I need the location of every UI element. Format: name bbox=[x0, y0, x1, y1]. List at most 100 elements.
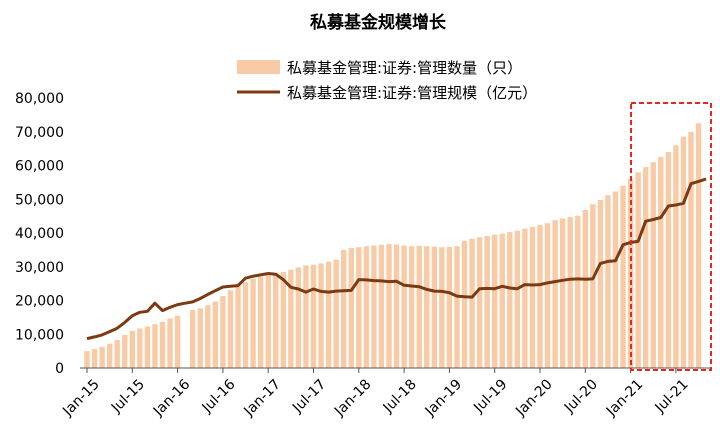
bar bbox=[612, 191, 619, 368]
bar bbox=[643, 167, 649, 368]
highlight-box bbox=[630, 102, 712, 371]
bar bbox=[424, 246, 430, 368]
bar bbox=[159, 321, 166, 368]
bar bbox=[605, 195, 611, 368]
bar bbox=[106, 343, 113, 368]
bar bbox=[522, 228, 528, 368]
bar bbox=[492, 234, 498, 368]
bar bbox=[484, 236, 490, 368]
bar bbox=[582, 210, 588, 368]
line-series bbox=[86, 177, 707, 341]
bar bbox=[129, 330, 135, 368]
bar bbox=[303, 265, 309, 368]
bar bbox=[416, 245, 422, 368]
bar bbox=[91, 349, 98, 368]
bar bbox=[152, 324, 158, 368]
bar bbox=[499, 233, 505, 368]
bar bbox=[575, 215, 581, 368]
bar bbox=[190, 309, 196, 368]
bar bbox=[333, 259, 339, 368]
bar bbox=[265, 275, 271, 368]
bar bbox=[99, 346, 105, 368]
bar bbox=[680, 136, 687, 368]
bar bbox=[695, 123, 702, 368]
y-tick-label: 40,000 bbox=[15, 226, 64, 242]
bar bbox=[507, 231, 513, 368]
x-tick-label: Jul-15 bbox=[108, 376, 148, 416]
bar bbox=[167, 318, 173, 368]
y-tick-label: 0 bbox=[55, 361, 64, 377]
x-tick-label: Jan-15 bbox=[59, 376, 102, 419]
x-axis: Jan-15 Jul-15 Jan-16 Jul-16 Jan-17 Jul-17 Jan-… bbox=[59, 368, 692, 420]
x-tick-label: Jan-16 bbox=[150, 376, 194, 420]
bar bbox=[514, 230, 521, 368]
bar bbox=[325, 261, 332, 368]
y-tick-label: 50,000 bbox=[15, 192, 64, 208]
legend-swatch-bar bbox=[237, 60, 280, 74]
bar bbox=[363, 246, 370, 368]
bar bbox=[84, 351, 90, 368]
bar bbox=[205, 305, 211, 368]
y-axis: 0 10,000 20,000 30,000 40,000 50,000 60,000 70,… bbox=[15, 91, 64, 377]
bar bbox=[469, 238, 475, 368]
bar bbox=[665, 152, 672, 368]
bar bbox=[250, 278, 256, 368]
bar bbox=[378, 244, 385, 368]
x-tick-label: Jul-18 bbox=[380, 376, 420, 416]
bar bbox=[552, 220, 558, 368]
bar bbox=[431, 246, 437, 368]
bar bbox=[567, 217, 573, 368]
x-tick-label: Jul-17 bbox=[289, 376, 329, 416]
bar bbox=[544, 223, 551, 368]
bar bbox=[310, 264, 317, 368]
bar bbox=[688, 131, 694, 368]
bar bbox=[348, 247, 354, 368]
chart-title: 私募基金规模增长 bbox=[310, 12, 447, 33]
y-tick-label: 30,000 bbox=[15, 260, 64, 276]
bar bbox=[295, 267, 302, 368]
bar bbox=[650, 162, 656, 368]
bar bbox=[386, 244, 392, 368]
bar bbox=[288, 269, 294, 368]
bar bbox=[227, 290, 234, 368]
bar bbox=[620, 185, 626, 368]
y-tick-label: 70,000 bbox=[15, 125, 64, 141]
bar bbox=[590, 204, 596, 368]
bar bbox=[122, 334, 128, 368]
bar bbox=[635, 172, 641, 368]
y-tick-label: 60,000 bbox=[15, 159, 64, 175]
bar bbox=[408, 246, 415, 368]
x-tick-label: Jan-19 bbox=[422, 376, 465, 419]
y-tick-label: 20,000 bbox=[15, 294, 64, 310]
bar bbox=[280, 271, 286, 368]
bar bbox=[537, 224, 543, 368]
series-line bbox=[86, 177, 707, 341]
legend: 私募基金管理:证券:管理数量（只） 私募基金管理:证券:管理规模（亿元） bbox=[237, 59, 537, 102]
bar bbox=[439, 247, 445, 368]
bar bbox=[137, 328, 143, 368]
bar bbox=[242, 282, 249, 368]
bar bbox=[454, 246, 460, 368]
x-tick-label: Jul-16 bbox=[199, 376, 239, 416]
bar bbox=[658, 157, 664, 368]
bar-series bbox=[84, 123, 702, 368]
bar bbox=[318, 263, 324, 368]
y-tick-label: 10,000 bbox=[15, 327, 64, 343]
bar bbox=[371, 245, 377, 368]
bar bbox=[114, 339, 120, 368]
x-tick-label: Jan-17 bbox=[241, 376, 284, 419]
bar bbox=[446, 246, 453, 368]
bar bbox=[144, 326, 151, 368]
bar bbox=[341, 249, 347, 368]
bar bbox=[197, 308, 203, 368]
legend-label-bar: 私募基金管理:证券:管理数量（只） bbox=[287, 59, 522, 77]
bar bbox=[356, 247, 362, 368]
bar bbox=[393, 244, 400, 368]
bar bbox=[529, 226, 536, 368]
x-tick-label: Jul-19 bbox=[470, 376, 510, 416]
bar bbox=[401, 245, 407, 368]
x-tick-label: Jul-21 bbox=[652, 376, 692, 416]
x-tick-label: Jan-18 bbox=[331, 376, 374, 419]
bar bbox=[174, 315, 181, 368]
